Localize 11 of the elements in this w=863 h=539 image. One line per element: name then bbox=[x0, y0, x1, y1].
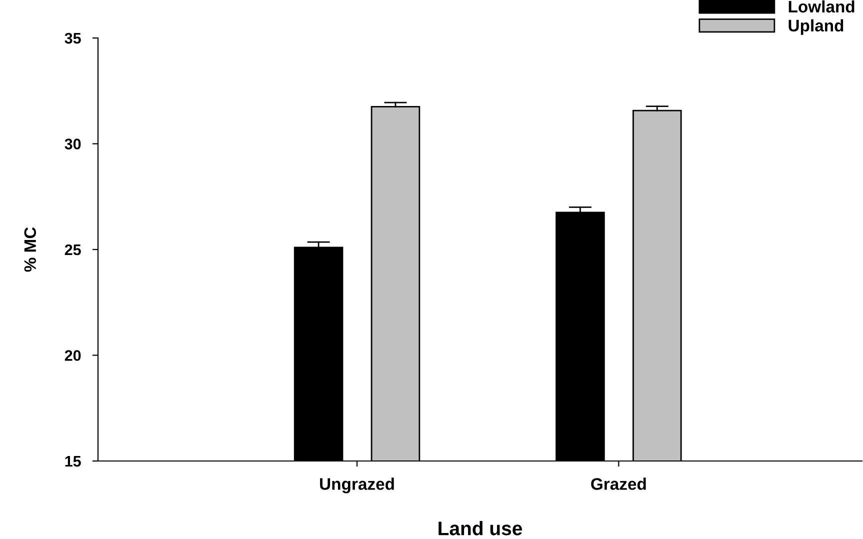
y-tick-label: 20 bbox=[64, 350, 81, 361]
x-tick-label: Ungrazed bbox=[320, 478, 394, 494]
legend-label: Upland bbox=[788, 19, 844, 35]
x-axis-title: Land use bbox=[438, 521, 522, 536]
y-axis-title: % MC bbox=[24, 227, 36, 272]
x-tick-label: Grazed bbox=[591, 478, 646, 490]
legend-label: Lowland bbox=[788, 0, 854, 13]
y-tick-label: 30 bbox=[64, 138, 81, 150]
y-tick-label: 15 bbox=[65, 456, 81, 467]
y-tick-label: 35 bbox=[64, 32, 81, 44]
y-tick-label: 25 bbox=[64, 244, 81, 256]
